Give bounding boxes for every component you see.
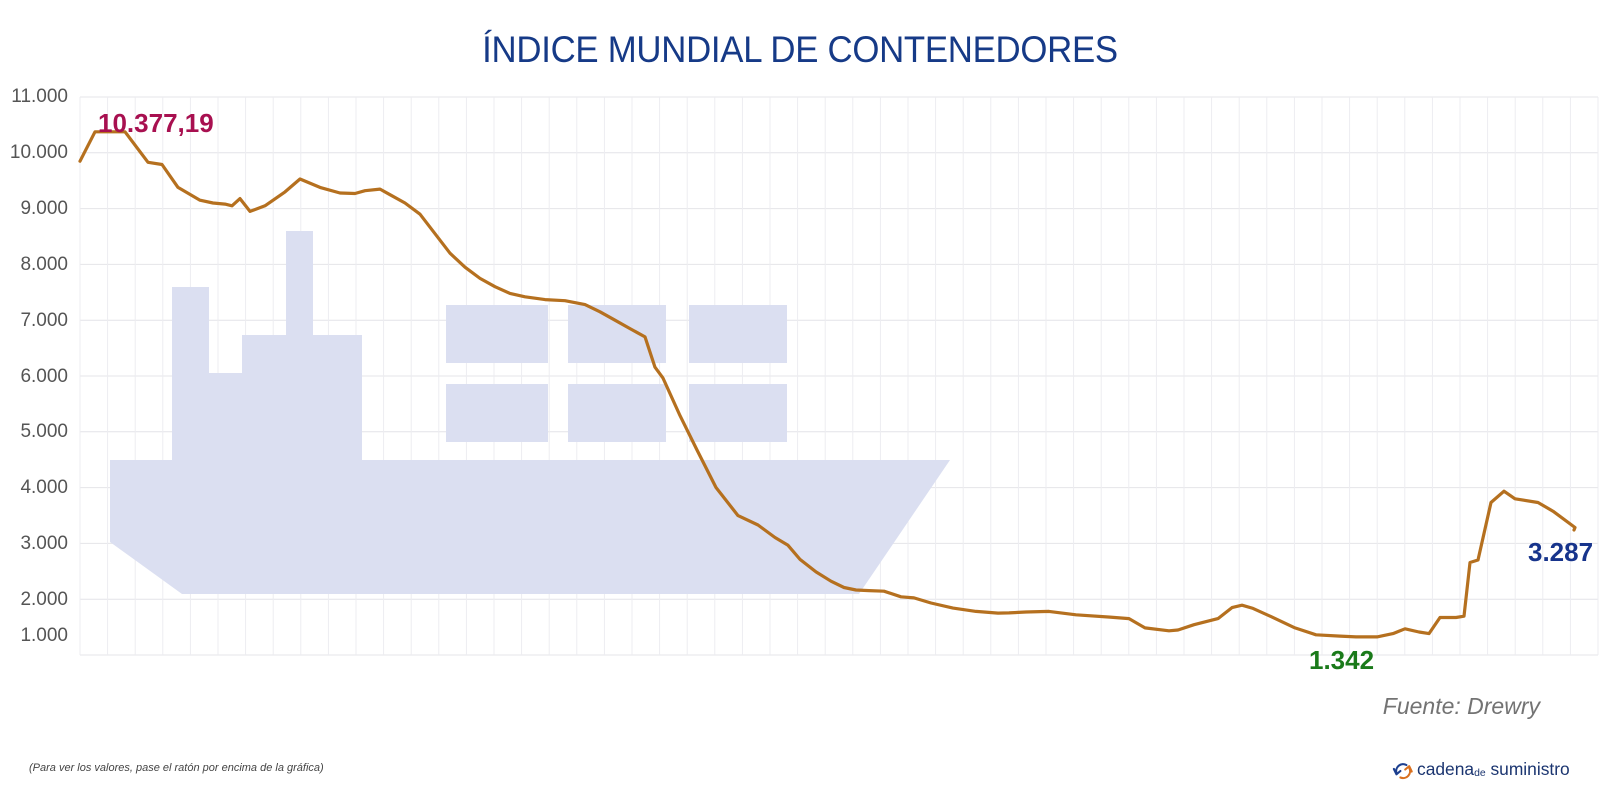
svg-text:cadenade suministro: cadenade suministro	[1417, 759, 1570, 779]
